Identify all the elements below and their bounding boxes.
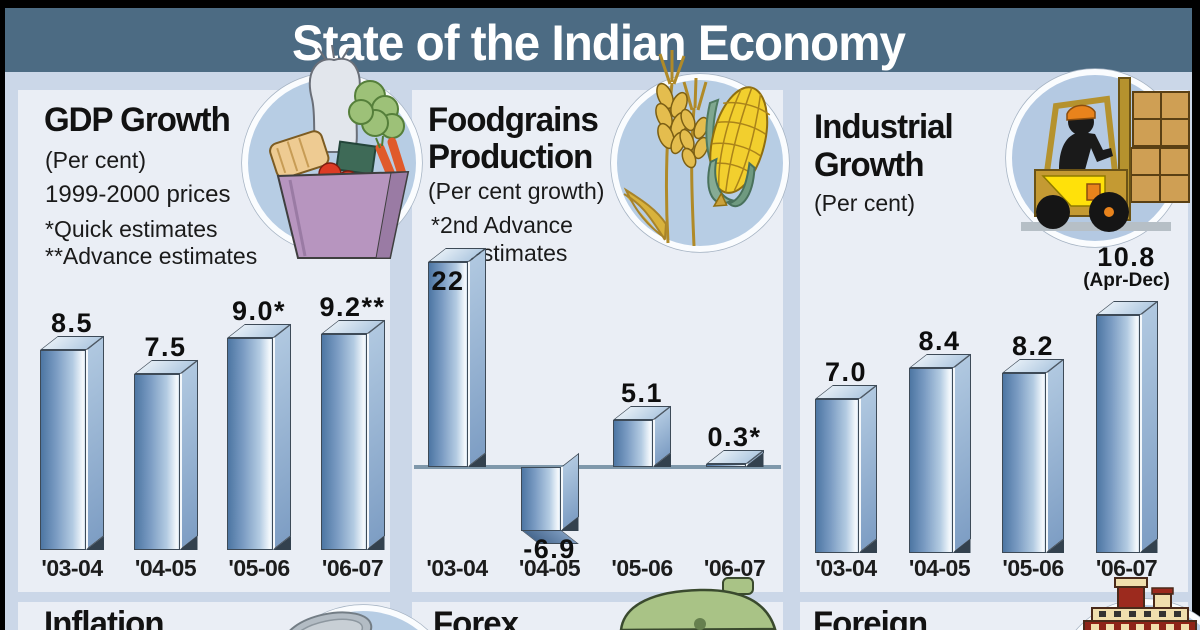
bar-category-label: '04-05 xyxy=(134,555,197,581)
gdp-note-advance: **Advance estimates xyxy=(45,243,258,269)
bar-category-label: '03-04 xyxy=(815,555,877,581)
forex-title: Forex xyxy=(433,605,519,630)
gdp-note-prices: 1999-2000 prices xyxy=(45,181,231,208)
bar-category-label: '05-06 xyxy=(611,555,673,581)
bar-value-label: 0.3* xyxy=(707,422,762,452)
bar-category-label: '03-04 xyxy=(41,555,103,581)
coin-icon xyxy=(283,604,429,630)
bar-category-label: '06-07 xyxy=(703,555,766,581)
bar-side-face xyxy=(952,353,971,553)
industrial-panel: Industrial Growth (Per cent) 7.0 '03-04 8.… xyxy=(800,90,1188,592)
bar-front-face xyxy=(908,368,953,553)
industrial-subtitle: (Per cent) xyxy=(814,190,915,216)
bar-value-label: -6.9 xyxy=(523,534,576,564)
bar-front-face xyxy=(1095,315,1140,553)
bar-side-face xyxy=(1046,358,1064,553)
bar-side-face xyxy=(859,384,877,553)
bar-value-label: 8.2 xyxy=(1011,331,1055,361)
gdp-subtitle: (Per cent) xyxy=(45,147,146,173)
bar-period-sublabel: (Apr-Dec) xyxy=(1083,270,1170,291)
bar-value-label: 22 xyxy=(431,266,465,296)
gdp-note-quick: *Quick estimates xyxy=(45,216,218,242)
frame-top xyxy=(0,0,1200,8)
foodgrains-subtitle: (Per cent growth) xyxy=(428,178,605,204)
bar-value-label: 8.4 xyxy=(918,326,961,356)
inflation-panel: Inflation xyxy=(18,602,390,630)
bar-front-face xyxy=(320,334,367,550)
bar-front-face xyxy=(815,399,859,553)
bar-front-face xyxy=(705,464,746,467)
bar-value-label: 10.8 xyxy=(1097,242,1156,272)
bar-value-label: 7.0 xyxy=(824,357,868,387)
bar-side-face xyxy=(468,247,486,467)
bar-category-label: '05-06 xyxy=(228,555,290,581)
bar-side-face xyxy=(86,335,104,550)
bar-value-label: 9.0* xyxy=(231,296,287,326)
foodgrains-note-1: *2nd Advance xyxy=(431,212,573,238)
frame-left xyxy=(0,0,5,630)
bar-category-label: '04-05 xyxy=(518,555,581,581)
header: State of the Indian Economy xyxy=(5,8,1192,72)
bar-category-label: '05-06 xyxy=(1002,555,1064,581)
page-title: State of the Indian Economy xyxy=(291,15,906,71)
bar-front-face xyxy=(428,262,468,467)
zero-axis-line xyxy=(414,465,781,469)
bar-front-face xyxy=(1002,373,1046,553)
bar-side-face xyxy=(273,323,291,550)
grocery-bag-icon xyxy=(241,44,423,259)
bar-side-face xyxy=(1139,300,1158,553)
bar-value-label: 5.1 xyxy=(620,378,664,408)
foodgrains-title-line2: Production xyxy=(428,138,593,176)
wheat-corn-icon xyxy=(610,50,790,253)
bar-category-label: '06-07 xyxy=(321,555,384,581)
bar-front-face xyxy=(133,374,180,550)
bar-value-label: 9.2** xyxy=(319,292,386,322)
industrial-chart: 7.0 '03-04 8.4 '04-05 8.2 '05-06 10.8 (Apr-Dec)… xyxy=(800,90,1188,592)
foreign-title: Foreign xyxy=(813,605,928,630)
bar-category-label: '03-04 xyxy=(426,555,488,581)
bar-front-face xyxy=(613,420,653,467)
forklift-icon xyxy=(1005,68,1190,248)
foodgrains-chart: 22 '03-04 -6.9'04-05 5.1 '05-06 0.3* '06-07 xyxy=(412,90,783,592)
frame-right xyxy=(1192,0,1200,630)
foodgrains-title-line1: Foodgrains xyxy=(428,101,599,139)
industrial-title-line2: Growth xyxy=(814,146,925,184)
bar-value-label: 8.5 xyxy=(50,308,94,338)
gdp-chart: 8.5 '03-04 7.5 '04-05 9.0* '05-06 9.2** '06-07 xyxy=(18,90,390,592)
bar-side-face xyxy=(366,319,385,550)
bar-side-face xyxy=(179,359,198,550)
bar-front-face xyxy=(520,467,561,531)
bar-value-label: 7.5 xyxy=(144,332,187,362)
money-bag-icon xyxy=(619,577,777,630)
inflation-title: Inflation xyxy=(44,605,164,630)
bar-front-face xyxy=(227,338,273,550)
bar-front-face xyxy=(40,350,86,550)
bar-category-label: '06-07 xyxy=(1095,555,1158,581)
ship-icon xyxy=(1075,577,1200,630)
gdp-title: GDP Growth xyxy=(44,101,231,139)
bar-category-label: '04-05 xyxy=(908,555,971,581)
industrial-title-line1: Industrial xyxy=(814,108,954,146)
